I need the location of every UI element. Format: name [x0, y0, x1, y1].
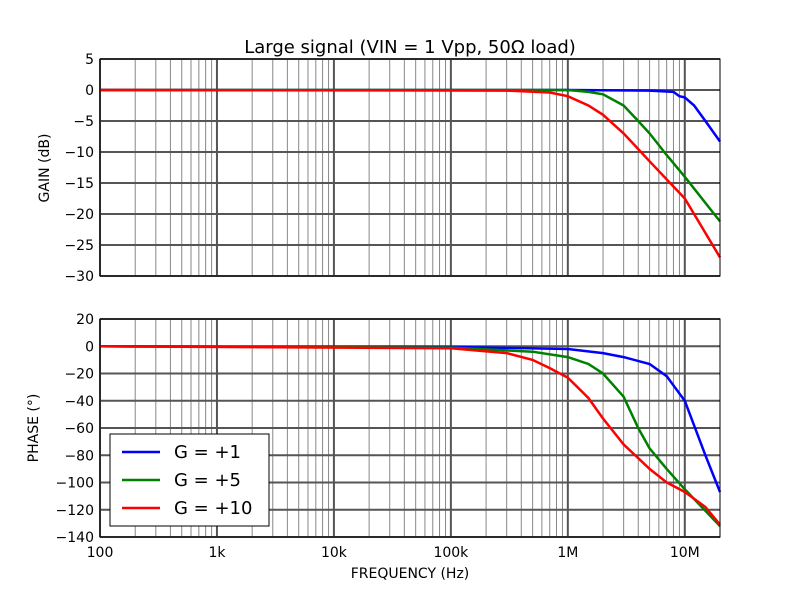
legend-label-1: G = +1	[174, 442, 241, 463]
legend-label-3: G = +10	[174, 498, 252, 519]
x-axis-label: FREQUENCY (Hz)	[351, 566, 470, 582]
phase-y-tick-label: 20	[76, 312, 94, 328]
phase-y-tick-label: −100	[56, 476, 94, 492]
phase-y-tick-label: −140	[56, 530, 94, 546]
gain-y-tick-label: −30	[64, 269, 94, 285]
x-tick-label: 100k	[433, 545, 469, 561]
phase-y-tick-label: −40	[64, 394, 94, 410]
phase-y-tick-label: −60	[64, 421, 94, 437]
gain-y-tick-label: −20	[64, 207, 94, 223]
x-tick-label: 1k	[208, 545, 226, 561]
phase-series-line-2	[99, 345, 721, 527]
gain-y-tick-label: 5	[85, 52, 94, 68]
phase-axes-frame	[99, 318, 721, 538]
phase-y-axis-label: PHASE (°)	[26, 394, 42, 463]
gain-axes-frame	[99, 58, 721, 277]
legend: G = +1 G = +5 G = +10	[109, 433, 270, 527]
gain-y-tick-label: −5	[73, 114, 94, 130]
gain-y-tick-label: −25	[64, 238, 94, 254]
gain-series-line-2	[100, 88, 721, 223]
x-tick-label: 1M	[557, 545, 578, 561]
phase-y-tick-label: −80	[64, 448, 94, 464]
gain-y-tick-label: 0	[85, 83, 94, 99]
phase-y-tick-label: −120	[56, 503, 94, 519]
gain-plot: 5 0 −5 −10 −15 −20 −25 −30	[64, 52, 722, 285]
chart-title: Large signal (VIN = 1 Vpp, 50Ω load)	[244, 37, 576, 58]
gain-series-line-1	[100, 88, 722, 143]
legend-label-2: G = +5	[174, 470, 241, 491]
x-tick-label: 10M	[670, 545, 700, 561]
x-tick-label: 10k	[321, 545, 348, 561]
x-tick-label: 100	[87, 545, 114, 561]
phase-series-line-1	[99, 345, 722, 493]
gain-series-line-3	[99, 88, 722, 259]
gain-y-tick-label: −15	[64, 176, 94, 192]
phase-y-tick-label: −20	[64, 367, 94, 383]
phase-y-tick-label: 0	[85, 339, 94, 355]
gain-y-tick-label: −10	[64, 145, 94, 161]
gain-y-axis-label: GAIN (dB)	[37, 134, 53, 203]
phase-series-line-3	[99, 345, 721, 526]
